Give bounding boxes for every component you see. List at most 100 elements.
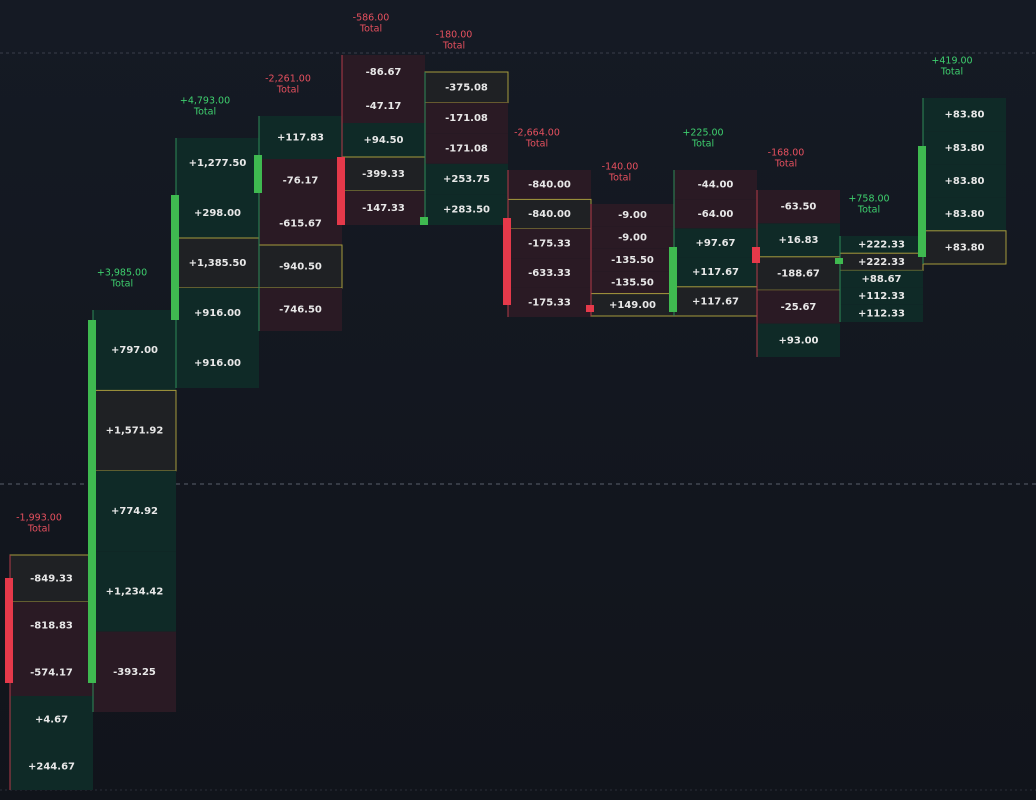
footprint-cell (93, 470, 176, 552)
total-label: Total (193, 107, 216, 118)
footprint-cell (10, 649, 93, 696)
footprint-cell (591, 248, 674, 272)
candle-body (835, 258, 843, 264)
column-total: +225.00 (682, 128, 723, 139)
candle-body (5, 578, 13, 683)
column-total: -2,261.00 (265, 74, 311, 85)
cell-value: -840.00 (528, 180, 571, 191)
cell-value: +244.67 (28, 762, 75, 773)
footprint-cell (10, 696, 93, 743)
footprint-cell (840, 236, 923, 254)
footprint-cell (341, 156, 426, 192)
total-label: Total (27, 524, 50, 535)
cell-value: -47.17 (366, 101, 402, 112)
cell-value: +16.83 (778, 235, 818, 246)
cell-value: +93.00 (778, 335, 818, 346)
total-label: Total (857, 205, 880, 216)
cell-value: +222.33 (858, 257, 905, 268)
candle-body (669, 247, 677, 312)
cell-value: +797.00 (111, 345, 158, 356)
footprint-cell (757, 190, 840, 224)
total-label: Total (359, 24, 382, 35)
cell-value: -135.50 (611, 255, 654, 266)
candle-body (171, 195, 179, 320)
cell-value: +1,571.92 (106, 426, 164, 437)
footprint-cell (840, 287, 923, 305)
column-total: +758.00 (848, 194, 889, 205)
cell-value: -188.67 (777, 269, 820, 280)
cell-value: +97.67 (695, 238, 735, 249)
cell-value: +94.50 (363, 135, 403, 146)
column-total: +3,985.00 (97, 268, 147, 279)
cell-value: +149.00 (609, 300, 656, 311)
cell-value: -818.83 (30, 621, 73, 632)
footprint-cell (259, 159, 342, 202)
total-label: Total (691, 139, 714, 150)
cell-value: -44.00 (698, 180, 734, 191)
column-total: -1,993.00 (16, 513, 62, 524)
column-total: -2,664.00 (514, 128, 560, 139)
total-label: Total (110, 279, 133, 290)
footprint-cell (425, 102, 508, 134)
cell-value: +1,277.50 (189, 158, 247, 169)
footprint-cell (258, 244, 343, 289)
cell-value: -64.00 (698, 209, 734, 220)
footprint-cell (923, 164, 1006, 198)
cell-value: +117.67 (692, 296, 739, 307)
total-label: Total (940, 67, 963, 78)
cell-value: +222.33 (858, 240, 905, 251)
footprint-cell (93, 551, 176, 632)
cell-value: +916.00 (194, 358, 241, 369)
cell-value: -940.50 (279, 262, 322, 273)
footprint-cell (591, 226, 674, 249)
cell-value: -86.67 (366, 67, 402, 78)
footprint-cell (591, 204, 674, 227)
candle-body (420, 217, 428, 225)
footprint-cell (508, 228, 591, 259)
footprint-cell (923, 197, 1006, 231)
footprint-cell (674, 199, 757, 229)
footprint-cell (508, 287, 591, 317)
cell-value: +916.00 (194, 308, 241, 319)
cell-value: +83.80 (944, 176, 984, 187)
cell-value: -76.17 (283, 176, 319, 187)
cell-value: -633.33 (528, 268, 571, 279)
cell-value: +117.83 (277, 133, 324, 144)
total-label: Total (774, 159, 797, 170)
footprint-cell (425, 133, 508, 164)
cell-value: +4.67 (35, 715, 68, 726)
footprint-cell (259, 202, 342, 245)
footprint-cell (674, 228, 757, 258)
footprint-cell (673, 286, 758, 317)
total-label: Total (525, 139, 548, 150)
cell-value: -399.33 (362, 169, 405, 180)
cell-value: -9.00 (618, 210, 647, 221)
footprint-cell (425, 194, 508, 225)
cell-value: -393.25 (113, 667, 156, 678)
column-total: +4,793.00 (180, 96, 230, 107)
footprint-cell (342, 55, 425, 89)
cell-value: +1,385.50 (189, 258, 247, 269)
footprint-cell (840, 270, 923, 288)
cell-value: -147.33 (362, 203, 405, 214)
column-total: -140.00 (602, 162, 639, 173)
cell-value: -171.08 (445, 113, 488, 124)
cell-value: -175.33 (528, 297, 571, 308)
cell-value: +83.80 (944, 209, 984, 220)
cell-value: -171.08 (445, 144, 488, 155)
candle-body (918, 146, 926, 257)
cell-value: +83.80 (944, 242, 984, 253)
cell-value: -375.08 (445, 82, 488, 93)
footprint-cell (342, 191, 425, 225)
cell-value: -135.50 (611, 277, 654, 288)
cell-value: +283.50 (443, 205, 490, 216)
cell-value: -840.00 (528, 209, 571, 220)
cell-value: +112.33 (858, 291, 905, 302)
footprint-cell (176, 138, 259, 188)
footprint-cell (508, 258, 591, 288)
footprint-cell (176, 188, 259, 238)
candle-body (88, 320, 96, 683)
candle-body (254, 155, 262, 193)
cell-value: +83.80 (944, 110, 984, 121)
cell-value: +298.00 (194, 208, 241, 219)
